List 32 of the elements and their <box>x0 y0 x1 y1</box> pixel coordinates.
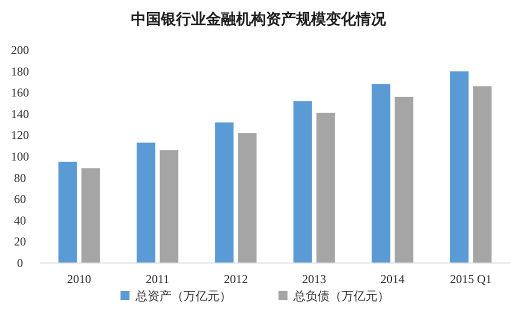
bar <box>215 122 234 263</box>
y-tick-label: 60 <box>14 192 26 206</box>
y-tick-label: 80 <box>14 170 26 185</box>
x-tick-label: 2013 <box>302 272 326 286</box>
bar <box>473 86 492 263</box>
bar <box>293 101 312 263</box>
y-tick-label: 160 <box>11 86 29 100</box>
legend-label: 总负债（万亿元） <box>292 289 390 303</box>
x-tick-label: 2010 <box>67 272 92 286</box>
bar <box>238 133 257 263</box>
bar <box>372 84 390 263</box>
y-tick-label: 200 <box>11 43 29 57</box>
bar <box>394 96 414 263</box>
y-tick-label: 100 <box>11 150 29 164</box>
chart-title: 中国银行业金融机构资产规模变化情况 <box>131 10 387 28</box>
bar <box>160 150 178 263</box>
bar <box>58 162 77 263</box>
y-tick-label: 20 <box>14 234 26 249</box>
bar <box>136 142 156 263</box>
y-tick-label: 40 <box>14 213 26 228</box>
bar <box>316 112 335 263</box>
y-tick-label: 120 <box>11 128 29 142</box>
y-tick-label: 180 <box>11 64 29 78</box>
legend-label: 总资产（万亿元） <box>134 289 232 303</box>
bar <box>81 168 100 263</box>
x-tick-label: 2014 <box>380 272 404 286</box>
y-tick-label: 140 <box>11 106 29 121</box>
bar <box>450 71 469 263</box>
y-tick-label: 0 <box>17 256 23 270</box>
x-tick-label: 2011 <box>146 272 170 286</box>
x-tick-label: 2015 Q1 <box>450 272 492 286</box>
x-tick-label: 2012 <box>224 272 248 286</box>
